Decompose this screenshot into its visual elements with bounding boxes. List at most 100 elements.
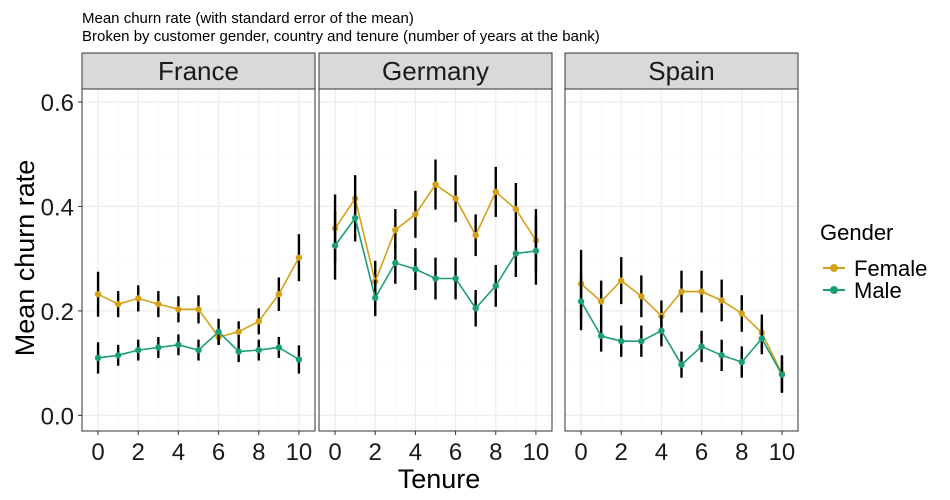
x-tick-label: 4 bbox=[409, 439, 422, 466]
data-point bbox=[372, 294, 379, 302]
facet-strip-label: France bbox=[158, 56, 239, 86]
data-point bbox=[175, 306, 182, 313]
legend-item-female: Female bbox=[823, 256, 927, 281]
series-female bbox=[94, 234, 303, 345]
legend-label: Female bbox=[854, 256, 927, 281]
data-point bbox=[392, 259, 399, 267]
x-tick-label: 6 bbox=[212, 439, 225, 466]
x-tick-label: 8 bbox=[252, 439, 265, 466]
data-point bbox=[235, 348, 242, 355]
data-point bbox=[618, 337, 625, 345]
data-point bbox=[472, 305, 479, 312]
legend-key-point bbox=[830, 264, 838, 272]
y-tick-label: 0.6 bbox=[41, 90, 74, 117]
data-point bbox=[597, 332, 605, 340]
data-point bbox=[94, 291, 102, 298]
data-point bbox=[155, 344, 162, 351]
data-point bbox=[532, 247, 540, 255]
data-point bbox=[678, 288, 685, 295]
data-point bbox=[94, 354, 102, 362]
panel-france: France 0 2 4 6 8 10 bbox=[81, 52, 316, 466]
x-tick-label: 6 bbox=[449, 439, 462, 466]
data-point bbox=[698, 343, 705, 350]
data-point bbox=[114, 300, 122, 308]
facet-strip bbox=[318, 52, 553, 90]
legend-label: Male bbox=[854, 278, 902, 303]
facet-strip-label: Spain bbox=[648, 56, 715, 86]
x-tick-label: 2 bbox=[369, 439, 382, 466]
data-point bbox=[215, 328, 222, 335]
x-axis-ticks: 0 2 4 6 8 10 bbox=[328, 431, 549, 466]
x-tick-label: 2 bbox=[132, 439, 145, 466]
data-point bbox=[678, 361, 685, 368]
data-point bbox=[778, 371, 786, 378]
data-point bbox=[758, 335, 766, 342]
grid-lines bbox=[565, 89, 798, 431]
data-point bbox=[255, 346, 262, 354]
data-point bbox=[412, 211, 419, 218]
legend-item-male: Male bbox=[823, 278, 902, 303]
data-point bbox=[255, 318, 262, 325]
x-tick-label: 10 bbox=[286, 439, 313, 466]
grid-lines bbox=[82, 89, 315, 431]
panel-border bbox=[318, 88, 553, 432]
x-tick-label: 10 bbox=[523, 439, 550, 466]
data-point bbox=[512, 250, 520, 257]
panel-germany: Germany 0 2 4 6 8 10 bbox=[318, 52, 553, 466]
series-male bbox=[577, 272, 786, 393]
data-point bbox=[295, 356, 303, 363]
chart-title-line-2: Broken by customer gender, country and t… bbox=[82, 28, 600, 45]
data-point bbox=[235, 328, 242, 335]
data-point bbox=[331, 242, 339, 249]
data-point bbox=[135, 295, 142, 302]
y-tick-label: 0.4 bbox=[41, 194, 74, 221]
series-male bbox=[94, 318, 303, 374]
x-tick-label: 8 bbox=[735, 439, 748, 466]
x-tick-label: 4 bbox=[172, 439, 185, 466]
x-axis-ticks: 0 2 4 6 8 10 bbox=[574, 431, 795, 466]
y-axis-label: Mean churn rate bbox=[10, 160, 40, 357]
x-tick-label: 2 bbox=[615, 439, 628, 466]
data-point bbox=[295, 254, 303, 261]
data-point bbox=[577, 298, 585, 305]
data-point bbox=[275, 344, 283, 351]
series-female bbox=[577, 249, 786, 392]
data-point bbox=[698, 288, 705, 295]
data-point bbox=[155, 300, 162, 308]
data-point bbox=[718, 352, 725, 359]
data-point bbox=[114, 352, 122, 359]
data-point bbox=[412, 265, 419, 273]
x-tick-label: 0 bbox=[91, 439, 104, 466]
data-point bbox=[351, 214, 359, 222]
data-point bbox=[195, 306, 202, 313]
data-point bbox=[492, 188, 499, 196]
data-point bbox=[738, 310, 745, 317]
y-tick-label: 0.0 bbox=[41, 403, 74, 430]
data-point bbox=[597, 298, 605, 305]
data-point bbox=[452, 275, 459, 282]
panel-border bbox=[81, 88, 316, 432]
facet-strip bbox=[81, 52, 316, 90]
y-tick-label: 0.2 bbox=[41, 299, 74, 326]
data-point bbox=[275, 291, 283, 298]
series-male bbox=[331, 194, 540, 327]
chart-title-line-1: Mean churn rate (with standard error of … bbox=[82, 10, 414, 27]
data-point bbox=[658, 327, 665, 334]
x-tick-label: 0 bbox=[328, 439, 341, 466]
data-point bbox=[135, 346, 142, 354]
x-tick-label: 4 bbox=[655, 439, 668, 466]
panel-border bbox=[564, 88, 799, 432]
x-tick-label: 0 bbox=[574, 439, 587, 466]
data-point bbox=[618, 277, 625, 284]
data-point bbox=[638, 337, 645, 345]
x-tick-label: 6 bbox=[695, 439, 708, 466]
panel-spain: Spain 0 2 4 6 8 10 bbox=[564, 52, 799, 466]
data-point bbox=[472, 231, 479, 239]
data-point bbox=[175, 341, 182, 349]
x-tick-label: 8 bbox=[489, 439, 502, 466]
data-point bbox=[432, 181, 439, 188]
